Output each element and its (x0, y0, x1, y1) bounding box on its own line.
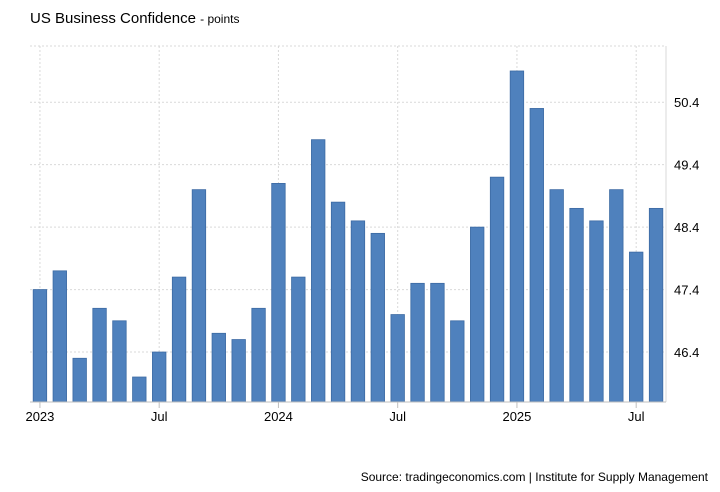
bar-layer (32, 70, 664, 403)
bar (32, 289, 48, 403)
bar (629, 251, 644, 403)
x-tick-label: Jul (151, 409, 168, 424)
bar (450, 320, 465, 403)
chart-title-block: US Business Confidence - points (30, 10, 239, 27)
bar (509, 70, 525, 403)
bar (52, 270, 67, 403)
x-tick-label: 2024 (264, 409, 293, 424)
bar (251, 307, 266, 403)
y-tick-label: 48.4 (674, 220, 699, 235)
bar (370, 232, 385, 403)
bar (330, 201, 346, 403)
bar (72, 357, 87, 403)
source-note: Source: tradingeconomics.com | Institute… (360, 470, 708, 484)
bar (390, 314, 405, 403)
x-tick-label: Jul (389, 409, 406, 424)
bar (489, 176, 505, 403)
chart-title: US Business Confidence (30, 10, 196, 27)
bar (311, 139, 326, 403)
bar (271, 183, 286, 403)
bar (430, 282, 445, 403)
y-tick-label: 50.4 (674, 95, 699, 110)
bar (410, 282, 425, 403)
x-tick-label: 2023 (25, 409, 54, 424)
bar (350, 220, 366, 403)
axis-layer (30, 46, 667, 408)
chart-unit: - points (200, 12, 240, 26)
bar-chart: 46.4 47.4 48.4 49.4 50.4 2023 Jul 2024 Jul 2025 Ju… (25, 45, 699, 424)
bar (549, 189, 564, 403)
bar (152, 351, 167, 403)
x-tick-label: Jul (628, 409, 645, 424)
bar (529, 108, 544, 403)
y-tick-label: 49.4 (674, 158, 699, 173)
bar (112, 320, 127, 403)
y-tick-label: 47.4 (674, 283, 699, 298)
bar (589, 220, 604, 403)
bar (231, 339, 246, 403)
bar (470, 226, 485, 403)
bar (92, 307, 107, 403)
bar (211, 332, 226, 403)
bar (569, 207, 584, 403)
label-layer: 46.4 47.4 48.4 49.4 50.4 2023 Jul 2024 Jul 2025 Ju… (25, 95, 699, 424)
bar (132, 376, 147, 403)
bar (291, 276, 306, 403)
y-tick-label: 46.4 (674, 345, 699, 360)
x-tick-label: 2025 (502, 409, 531, 424)
bar (191, 189, 207, 403)
bar (648, 207, 664, 403)
bar (609, 189, 624, 403)
bar (171, 276, 187, 403)
